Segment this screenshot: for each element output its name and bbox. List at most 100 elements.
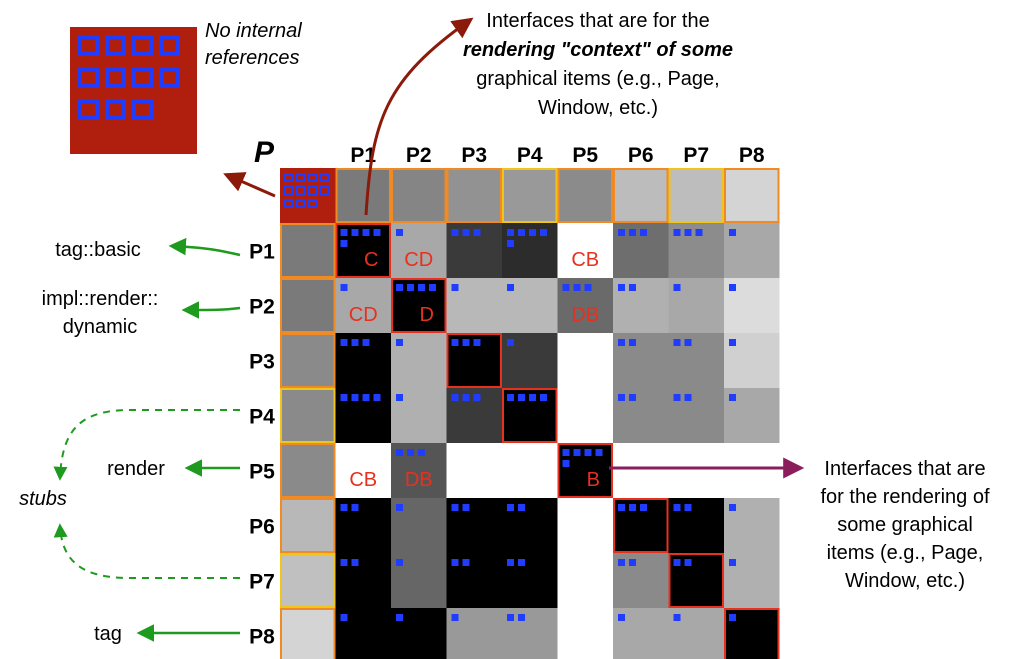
dependency-square — [618, 284, 625, 291]
dependency-square — [540, 229, 547, 236]
dependency-square — [584, 449, 592, 456]
dependency-square — [562, 284, 570, 291]
no-internal-line1: No internal — [205, 20, 302, 42]
dependency-square — [729, 284, 736, 291]
row-header: P7 — [249, 571, 275, 594]
dependency-square — [418, 449, 425, 456]
matrix-cell — [557, 388, 613, 443]
row-header: P4 — [249, 406, 275, 429]
row-header: P6 — [249, 516, 275, 539]
matrix-cell — [668, 443, 724, 498]
matrix-cell — [557, 553, 613, 608]
matrix-cell — [335, 443, 391, 498]
overview-square — [132, 35, 153, 56]
cell-tag: D — [420, 304, 434, 326]
overview-mini-square — [296, 199, 305, 208]
dependency-square — [451, 284, 459, 291]
diagonal-cell-border — [613, 498, 669, 553]
header-cell-border — [724, 168, 780, 223]
dependency-square — [618, 614, 625, 621]
stubs-label: stubs — [19, 488, 67, 510]
dependency-square — [362, 394, 370, 401]
matrix-cell — [557, 498, 613, 553]
side-cell — [280, 333, 336, 388]
overview-mini-square — [308, 186, 317, 195]
dependency-square — [618, 339, 625, 346]
dependency-square — [618, 559, 625, 566]
dependency-square — [473, 339, 481, 346]
header-cell-border — [668, 168, 724, 223]
dependency-square — [507, 229, 514, 236]
matrix-cell — [613, 443, 669, 498]
header-cell — [668, 168, 724, 223]
matrix-cell — [446, 443, 502, 498]
dependency-square — [396, 559, 403, 566]
matrix-cell — [557, 223, 613, 278]
dependency-square — [451, 614, 459, 621]
matrix-cell — [724, 443, 780, 498]
side-cell — [280, 443, 336, 498]
dependency-square — [629, 504, 636, 511]
overview-square — [78, 99, 99, 120]
dependency-square — [407, 449, 414, 456]
dependency-square — [573, 284, 581, 291]
matrix-cell — [502, 443, 558, 498]
dependency-square — [407, 284, 414, 291]
dependency-square — [518, 504, 525, 511]
overview-mini-square — [284, 199, 293, 208]
overview-square — [105, 99, 126, 120]
row-note-p8: tag — [94, 623, 122, 645]
overview-mini-square — [320, 173, 329, 182]
dependency-square — [429, 284, 436, 291]
dependency-square — [673, 614, 681, 621]
dependency-square — [451, 229, 459, 236]
cell-tag: B — [587, 469, 600, 491]
column-header: P4 — [517, 144, 543, 167]
diagonal-cell-border — [668, 553, 724, 608]
dependency-square — [518, 614, 525, 621]
dependency-square — [351, 559, 359, 566]
dependency-square — [507, 339, 514, 346]
matrix-cell — [557, 333, 613, 388]
dependency-square — [451, 504, 459, 511]
dependency-square — [673, 339, 681, 346]
row-note-p1: tag::basic — [55, 239, 141, 261]
dependency-square — [529, 229, 536, 236]
dependency-square — [396, 614, 403, 621]
dependency-square — [673, 504, 681, 511]
side-cell-border — [280, 278, 336, 333]
dependency-square — [340, 394, 348, 401]
column-header: P5 — [572, 144, 598, 167]
row-note-p2-line2: dynamic — [63, 316, 137, 338]
dependency-square — [562, 460, 570, 467]
overview-mini-square — [296, 186, 305, 195]
header-cell-border — [446, 168, 502, 223]
dependency-square — [351, 504, 359, 511]
overview-square — [159, 35, 180, 56]
overview-square — [132, 99, 153, 120]
header-cell — [335, 168, 391, 223]
no-internal-line2: references — [205, 47, 300, 69]
stubs-arrow-bottom — [53, 523, 240, 579]
dependency-square — [518, 229, 525, 236]
overview-mini-square — [308, 199, 317, 208]
rendering-note-line5: Window, etc.) — [845, 570, 965, 592]
dependency-square — [518, 559, 525, 566]
side-cell — [280, 388, 336, 443]
dependency-square — [629, 339, 636, 346]
dependency-square — [451, 339, 459, 346]
cell-tag: CD — [349, 304, 378, 326]
row-header: P3 — [249, 351, 275, 374]
row-header: P2 — [249, 296, 275, 319]
dependency-square — [540, 394, 547, 401]
cell-tag: C — [364, 249, 378, 271]
p2-green-arrow — [181, 301, 241, 319]
dependency-square — [373, 394, 381, 401]
dependency-square — [729, 229, 736, 236]
row-header: P5 — [249, 461, 275, 484]
side-cell — [280, 278, 336, 333]
overview-mini-square — [296, 173, 305, 182]
dependency-square — [518, 394, 525, 401]
dependency-square — [640, 229, 647, 236]
header-cell — [446, 168, 502, 223]
